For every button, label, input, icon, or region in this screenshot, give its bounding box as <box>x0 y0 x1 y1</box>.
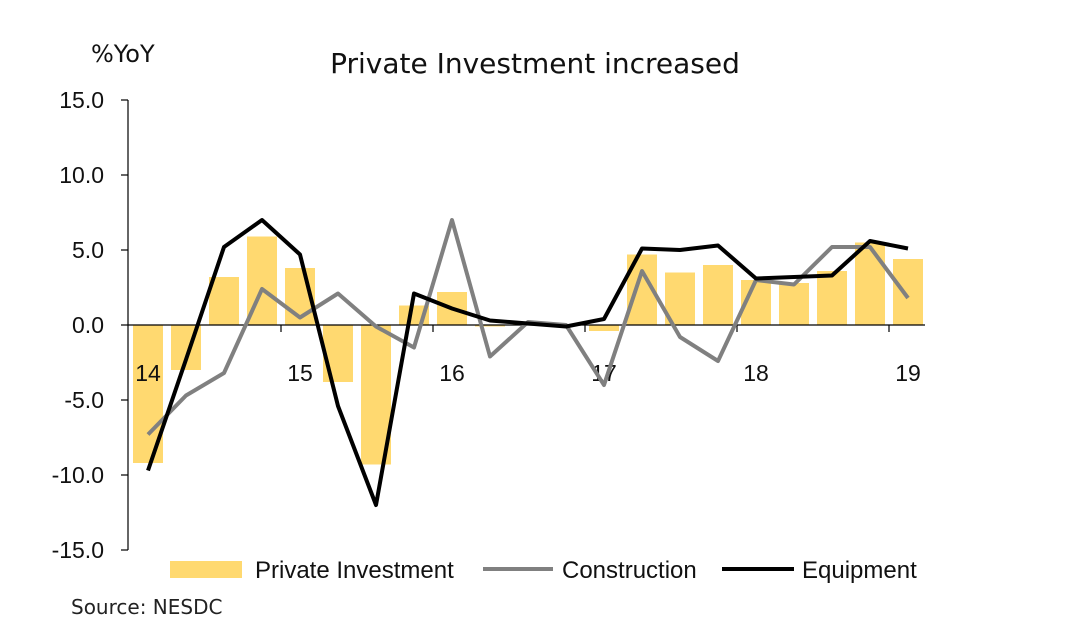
bar-private-investment-17Q1 <box>589 325 619 331</box>
y-tick-label: -15.0 <box>52 537 104 563</box>
bar-private-investment-16Q2 <box>475 325 505 327</box>
y-tick-label: -10.0 <box>52 462 104 488</box>
legend-label-construction: Construction <box>562 557 697 584</box>
source-note: Source: NESDC <box>71 595 222 619</box>
legend-label-equipment: Equipment <box>802 557 917 584</box>
bar-private-investment-17Q4 <box>703 265 733 325</box>
y-tick-label: -5.0 <box>64 387 104 413</box>
y-tick-label: 5.0 <box>72 237 104 263</box>
chart-title: Private Investment increased <box>330 47 740 80</box>
x-tick-label-14: 14 <box>135 360 161 386</box>
legend-label-private-investment: Private Investment <box>255 557 454 584</box>
x-tick-label-18: 18 <box>743 360 769 386</box>
x-tick-label-19: 19 <box>895 360 921 386</box>
bar-private-investment-18Q4 <box>855 242 885 325</box>
bar-private-investment-19Q1 <box>893 259 923 325</box>
legend: Private Investment Construction Equipmen… <box>170 557 917 584</box>
y-tick-label: 10.0 <box>59 162 104 188</box>
legend-swatch-private-investment <box>170 561 242 578</box>
bar-private-investment-15Q2 <box>323 325 353 382</box>
y-axis-unit-label: %YoY <box>91 40 155 68</box>
line-equipment <box>146 218 909 507</box>
bar-private-investment-14Q3 <box>209 277 239 325</box>
bar-private-investment-18Q2 <box>779 283 809 325</box>
bar-private-investment-18Q3 <box>817 271 847 325</box>
x-tick-label-15: 15 <box>287 360 313 386</box>
y-tick-label: 15.0 <box>59 87 104 113</box>
y-tick-label: 0.0 <box>72 312 104 338</box>
plot-area: 15.010.05.00.0-5.0-10.0-15.014 15 16 17 18 19 <box>52 87 925 563</box>
x-tick-label-16: 16 <box>439 360 465 386</box>
